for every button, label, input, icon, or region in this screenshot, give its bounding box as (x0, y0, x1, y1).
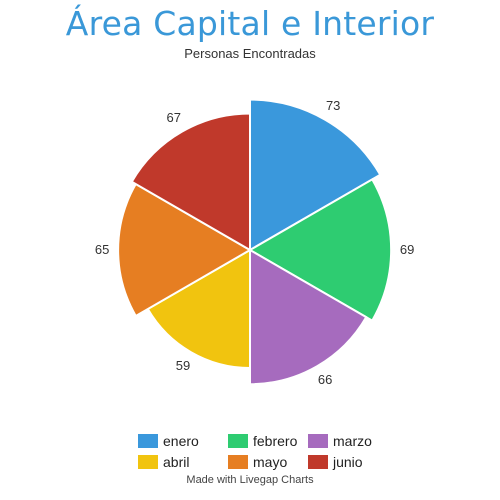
pie-slice-enero (249, 98, 382, 252)
legend-item-mayo[interactable]: mayo (228, 453, 308, 470)
legend-label: junio (333, 453, 363, 470)
legend-label: enero (163, 432, 199, 449)
legend-item-abril[interactable]: abril (138, 453, 228, 470)
chart-subtitle: Personas Encontradas (184, 46, 316, 61)
pie-slice-abril (146, 248, 251, 370)
chart-legend: enero febrero marzo abril mayo junio (138, 432, 378, 470)
legend-item-junio[interactable]: junio (308, 453, 378, 470)
legend-swatch (228, 454, 248, 469)
data-label-febrero: 69 (400, 242, 414, 257)
legend-swatch (308, 433, 328, 448)
chart-title: Área Capital e Interior (65, 4, 435, 43)
credit-text: Made with Livegap Charts (186, 474, 314, 486)
data-label-junio: 67 (167, 110, 181, 125)
legend-swatch (138, 454, 158, 469)
data-label-abril: 59 (176, 358, 190, 373)
pie-slice-marzo (249, 248, 368, 386)
legend-item-febrero[interactable]: febrero (228, 432, 308, 449)
pie-slices (117, 98, 393, 386)
data-label-enero: 73 (326, 98, 340, 113)
legend-label: febrero (253, 432, 298, 449)
legend-item-enero[interactable]: enero (138, 432, 228, 449)
data-label-marzo: 66 (318, 372, 332, 387)
pie-slice-mayo (117, 182, 252, 318)
legend-label: marzo (333, 432, 372, 449)
legend-swatch (138, 433, 158, 448)
pie-data-labels: 73 69 66 59 65 67 (95, 98, 414, 387)
pie-slice-febrero (247, 178, 393, 322)
legend-item-marzo[interactable]: marzo (308, 432, 378, 449)
data-label-mayo: 65 (95, 242, 109, 257)
pie-slice-junio (130, 112, 251, 252)
legend-label: abril (163, 453, 190, 470)
legend-swatch (308, 454, 328, 469)
legend-label: mayo (253, 453, 288, 470)
legend-swatch (228, 433, 248, 448)
